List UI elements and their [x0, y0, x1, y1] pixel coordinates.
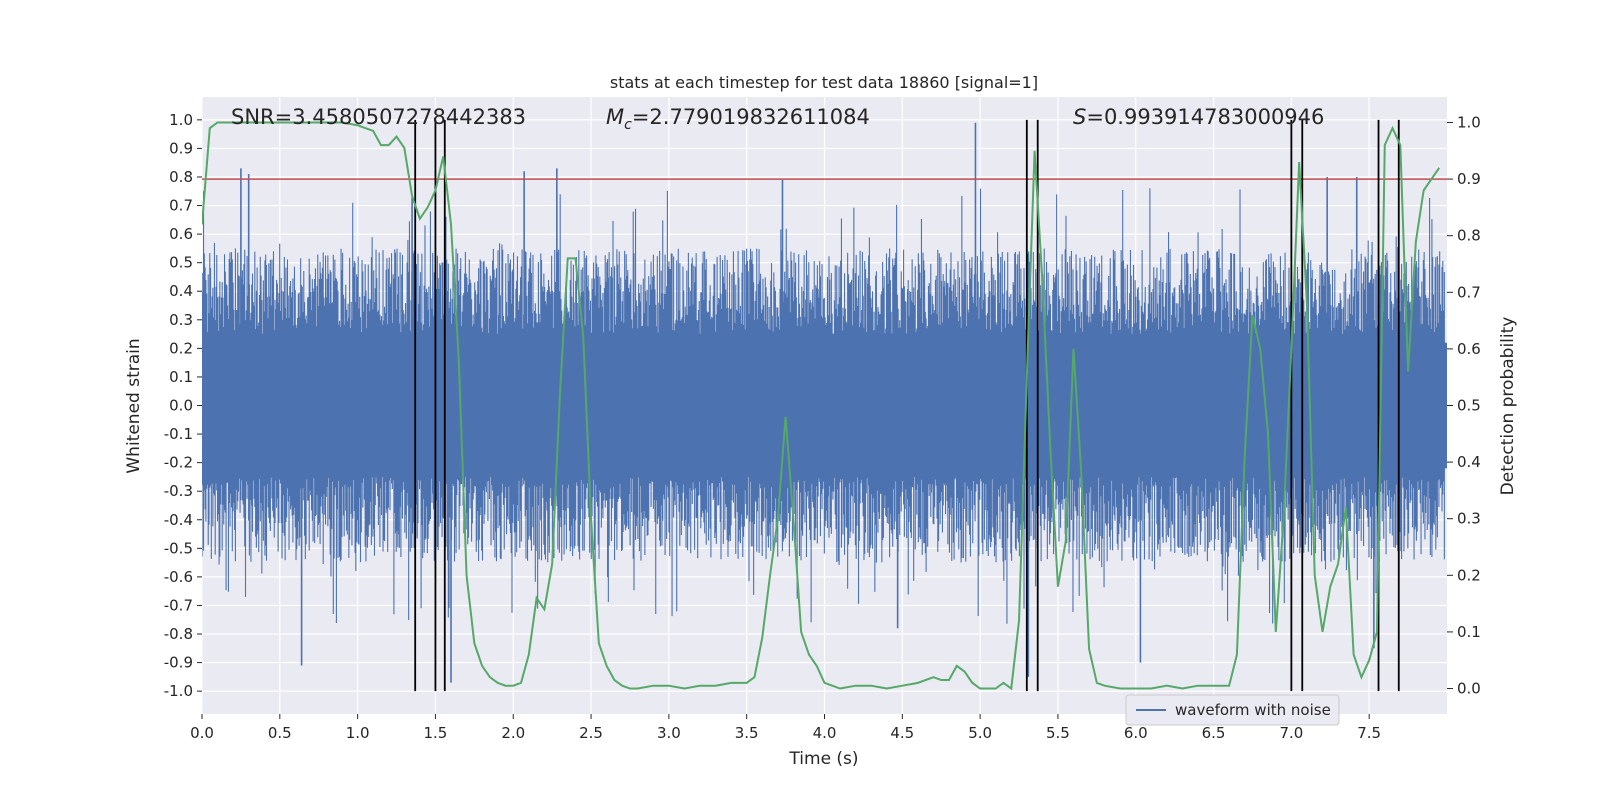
snr-annotation: SNR=3.4580507278442383 [231, 105, 526, 129]
y-tick-label: 0.9 [169, 139, 193, 157]
x-tick-label: 6.5 [1202, 724, 1226, 742]
y2-tick-label: 0.7 [1457, 283, 1481, 301]
x-tick-label: 4.0 [813, 724, 837, 742]
y2-tick-label: 0.1 [1457, 623, 1481, 641]
x-tick-label: 2.5 [579, 724, 603, 742]
y-tick-label: -0.5 [164, 539, 193, 557]
strain-dense-band [202, 342, 1447, 469]
y-tick-label: 0.5 [169, 254, 193, 272]
strain-series [202, 122, 1447, 683]
y-tick-label: -0.1 [164, 425, 193, 443]
x-tick-label: 7.0 [1279, 724, 1303, 742]
s-value: =0.993914783000946 [1086, 105, 1324, 129]
y-tick-label: -0.3 [164, 482, 193, 500]
chirp-mass-value: =2.779019832611084 [632, 105, 870, 129]
y-tick-label: 0.6 [169, 225, 193, 243]
y-tick-label: 0.8 [169, 168, 193, 186]
y2-tick-label: 0.6 [1457, 340, 1481, 358]
legend-label: waveform with noise [1175, 701, 1331, 719]
y-axis-label: Whitened strain [124, 338, 144, 473]
x-tick-label: 7.5 [1357, 724, 1381, 742]
y2-tick-label: 1.0 [1457, 113, 1481, 131]
x-tick-label: 4.5 [890, 724, 914, 742]
legend-box [1125, 694, 1340, 726]
y-tick-label: 0.2 [169, 339, 193, 357]
y2-tick-label: 0.3 [1457, 510, 1481, 528]
y-tick-label: -0.9 [164, 654, 193, 672]
x-tick-label: 3.0 [657, 724, 681, 742]
y-tick-label: 1.0 [169, 111, 193, 129]
y2-tick-label: 0.9 [1457, 170, 1481, 188]
chirp-mass-annotation: Mc=2.779019832611084 [606, 105, 870, 133]
y-tick-label: 0.0 [169, 397, 193, 415]
probability-series [202, 121, 1441, 691]
y-tick-label: 0.1 [169, 368, 193, 386]
y2-axis-label: Detection probability [1498, 317, 1518, 496]
x-axis-ticks: 0.0 0.5 1.0 1.5 2.0 2.5 3.0 3.5 4.0 4.5 5.0 5.5 6.0 6… [190, 714, 1381, 742]
y-tick-label: -0.7 [164, 596, 193, 614]
y-tick-label: -0.8 [164, 625, 193, 643]
x-tick-label: 3.5 [735, 724, 759, 742]
x-tick-label: 6.0 [1124, 724, 1148, 742]
legend: waveform with noise [1125, 694, 1340, 726]
probability-line [202, 121, 1441, 691]
y2-tick-label: 0.0 [1457, 680, 1481, 698]
chirp-mass-subscript: c [624, 117, 632, 133]
y2-tick-label: 0.4 [1457, 453, 1481, 471]
x-tick-label: 1.5 [424, 724, 448, 742]
x-tick-label: 1.0 [346, 724, 370, 742]
y2-tick-label: 0.8 [1457, 227, 1481, 245]
chart-title: stats at each timestep for test data 188… [610, 73, 1038, 92]
y-tick-label: 0.7 [169, 197, 193, 215]
x-tick-label: 0.0 [190, 724, 214, 742]
y-tick-label: -0.2 [164, 454, 193, 472]
y2-tick-label: 0.5 [1457, 397, 1481, 415]
y2-tick-label: 0.2 [1457, 566, 1481, 584]
s-annotation: S=0.993914783000946 [1073, 105, 1324, 129]
y-tick-label: -1.0 [164, 682, 193, 700]
y-tick-label: -0.6 [164, 568, 193, 586]
y2-axis-ticks: 0.0 0.1 0.2 0.3 0.4 0.5 0.6 0.7 0.8 0.9 1.0 [1447, 113, 1481, 698]
x-tick-label: 2.0 [501, 724, 525, 742]
y-axis-ticks: -1.0 -0.9 -0.8 -0.7 -0.6 -0.5 -0.4 -0.3 -0.2 -0.1… [164, 111, 202, 700]
y-tick-label: 0.4 [169, 282, 193, 300]
x-tick-label: 5.5 [1046, 724, 1070, 742]
y-tick-label: -0.4 [164, 511, 193, 529]
chirp-mass-symbol: M [606, 105, 624, 129]
s-symbol: S [1073, 105, 1086, 129]
x-tick-label: 5.0 [968, 724, 992, 742]
x-axis-label: Time (s) [788, 749, 858, 769]
x-tick-label: 0.5 [268, 724, 292, 742]
y-tick-label: 0.3 [169, 311, 193, 329]
